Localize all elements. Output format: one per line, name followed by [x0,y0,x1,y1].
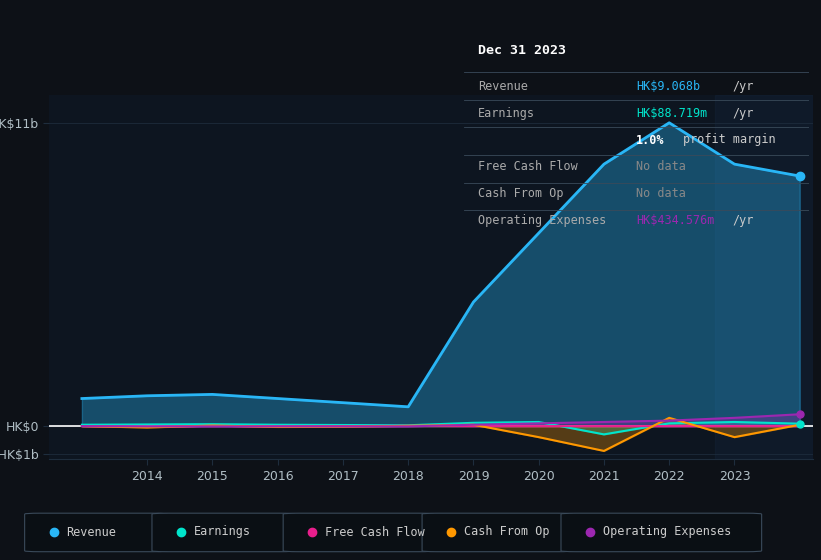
Text: /yr: /yr [733,107,754,120]
Text: 1.0%: 1.0% [636,133,665,147]
Text: Earnings: Earnings [194,525,250,539]
Text: Operating Expenses: Operating Expenses [603,525,731,539]
Text: No data: No data [636,186,686,200]
Text: Cash From Op: Cash From Op [464,525,549,539]
FancyBboxPatch shape [422,513,572,552]
Text: Earnings: Earnings [478,107,534,120]
Text: Revenue: Revenue [67,525,117,539]
Text: HK$88.719m: HK$88.719m [636,107,708,120]
Text: Free Cash Flow: Free Cash Flow [325,525,424,539]
Text: Free Cash Flow: Free Cash Flow [478,160,577,173]
Text: HK$9.068b: HK$9.068b [636,80,700,94]
Text: /yr: /yr [733,214,754,227]
FancyBboxPatch shape [283,513,433,552]
Bar [715,95,813,459]
FancyBboxPatch shape [152,513,295,552]
Text: HK$434.576m: HK$434.576m [636,214,714,227]
Text: Dec 31 2023: Dec 31 2023 [478,44,566,57]
Text: /yr: /yr [733,80,754,94]
Text: profit margin: profit margin [683,133,776,147]
Text: No data: No data [636,160,686,173]
Text: Cash From Op: Cash From Op [478,186,563,200]
Text: Operating Expenses: Operating Expenses [478,214,606,227]
FancyBboxPatch shape [561,513,762,552]
FancyBboxPatch shape [25,513,167,552]
Text: Revenue: Revenue [478,80,528,94]
